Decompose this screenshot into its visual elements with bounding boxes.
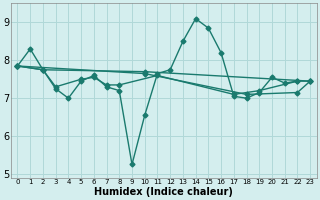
X-axis label: Humidex (Indice chaleur): Humidex (Indice chaleur) (94, 187, 233, 197)
